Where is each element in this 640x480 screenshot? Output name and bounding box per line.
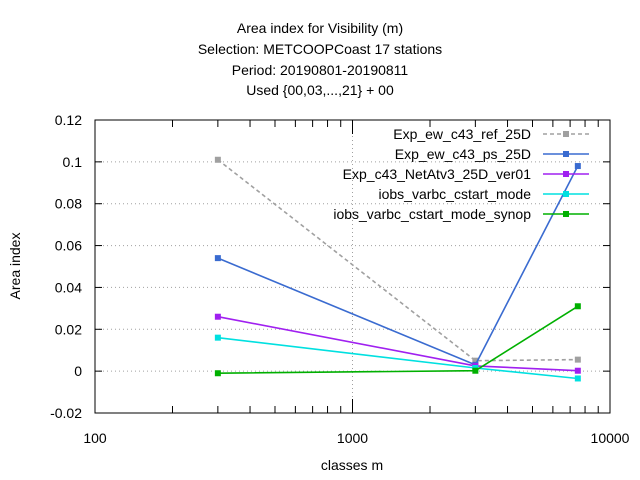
legend-marker bbox=[563, 151, 569, 157]
legend: Exp_ew_c43_ref_25D Exp_ew_c43_ps_25D Exp_c… bbox=[333, 126, 589, 222]
x-tick-label: 100 bbox=[83, 430, 107, 446]
legend-marker bbox=[563, 211, 569, 217]
y-tick-label: -0.02 bbox=[50, 405, 82, 421]
legend-marker bbox=[563, 131, 569, 137]
chart-title-line-4: Used {00,03,...,21} + 00 bbox=[246, 82, 394, 98]
data-point bbox=[574, 303, 581, 310]
series-line bbox=[217, 305, 579, 374]
grid bbox=[95, 120, 610, 413]
series-line bbox=[217, 159, 578, 362]
data-point bbox=[214, 370, 221, 377]
legend-label: iobs_varbc_cstart_mode_synop bbox=[333, 206, 531, 222]
y-axis-ticks: -0.02 0 0.02 0.04 0.06 0.08 0.1 0.12 bbox=[50, 112, 610, 421]
y-tick-label: 0.1 bbox=[63, 154, 83, 170]
legend-label: Exp_ew_c43_ref_25D bbox=[393, 126, 531, 142]
data-point bbox=[214, 334, 221, 341]
legend-marker bbox=[563, 191, 569, 197]
data-point bbox=[214, 156, 221, 163]
data-point bbox=[574, 163, 581, 170]
data-point bbox=[214, 313, 221, 320]
data-point bbox=[472, 367, 479, 374]
legend-label: iobs_varbc_cstart_mode bbox=[378, 186, 531, 202]
y-tick-label: 0.06 bbox=[55, 238, 82, 254]
y-tick-label: 0.02 bbox=[55, 321, 82, 337]
y-tick-label: 0.12 bbox=[55, 112, 82, 128]
x-tick-label: 10000 bbox=[591, 430, 630, 446]
data-point bbox=[214, 255, 221, 262]
chart-title-line-3: Period: 20190801-20190811 bbox=[231, 62, 409, 78]
chart-title-line-1: Area index for Visibility (m) bbox=[236, 20, 404, 36]
data-point bbox=[472, 357, 479, 364]
data-point bbox=[574, 375, 581, 382]
minor-ticks bbox=[172, 120, 599, 413]
y-tick-label: 0.04 bbox=[55, 279, 82, 295]
legend-label: Exp_c43_NetAtv3_25D_ver01 bbox=[343, 166, 532, 182]
data-point bbox=[574, 367, 581, 374]
data-point bbox=[574, 356, 581, 363]
x-tick-label: 1000 bbox=[337, 430, 368, 446]
y-axis-label: Area index bbox=[7, 233, 23, 300]
y-tick-label: 0.08 bbox=[55, 196, 82, 212]
y-tick-label: 0 bbox=[74, 363, 82, 379]
series-lines bbox=[214, 156, 581, 382]
x-axis-label: classes m bbox=[321, 457, 383, 473]
legend-marker bbox=[563, 171, 569, 177]
chart-title-line-2: Selection: METCOOPCoast 17 stations bbox=[197, 41, 443, 57]
legend-label: Exp_ew_c43_ps_25D bbox=[395, 146, 531, 162]
x-axis-ticks: 100 1000 10000 bbox=[83, 120, 630, 446]
